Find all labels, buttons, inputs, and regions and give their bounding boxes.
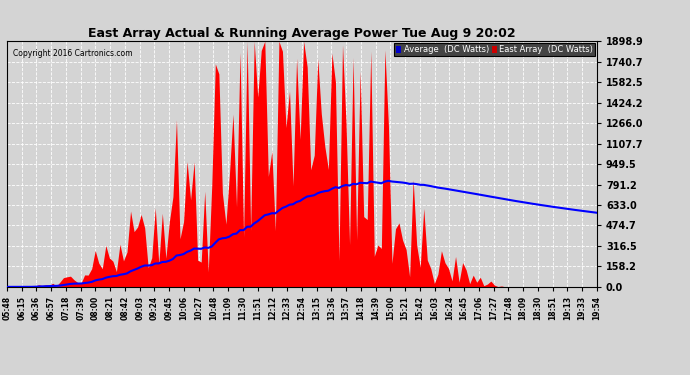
Legend: Average  (DC Watts), East Array  (DC Watts): Average (DC Watts), East Array (DC Watts… (395, 43, 595, 56)
Title: East Array Actual & Running Average Power Tue Aug 9 20:02: East Array Actual & Running Average Powe… (88, 27, 515, 40)
Text: Copyright 2016 Cartronics.com: Copyright 2016 Cartronics.com (13, 49, 132, 58)
